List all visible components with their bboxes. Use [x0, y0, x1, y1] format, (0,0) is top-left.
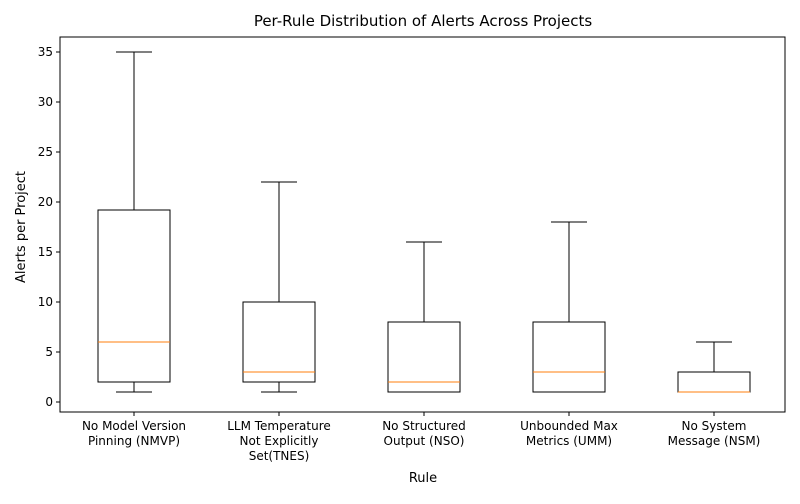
y-tick-label: 20	[38, 195, 53, 209]
axes-layer	[59, 36, 786, 413]
plot-frame	[59, 36, 786, 413]
box-group	[97, 51, 171, 393]
iqr-box	[677, 371, 751, 393]
x-tick-label: LLM Temperature Not Explicitly Set(TNES)	[227, 419, 331, 463]
x-tick-label: No Model Version Pinning (NMVP)	[82, 419, 186, 448]
x-axis-label: Rule	[409, 471, 437, 486]
x-tick-label: Unbounded Max Metrics (UMM)	[520, 419, 618, 448]
x-tick-label: No Structured Output (NSO)	[382, 419, 466, 448]
y-tick-label: 30	[38, 95, 53, 109]
y-axis-label: Alerts per Project	[14, 171, 29, 283]
iqr-box	[387, 321, 461, 393]
iqr-box	[97, 209, 171, 383]
y-tick-label: 25	[38, 145, 53, 159]
y-tick-label: 10	[38, 295, 53, 309]
iqr-box	[532, 321, 606, 393]
box-group	[677, 341, 751, 393]
iqr-box	[242, 301, 316, 383]
x-tick-labels: No Model Version Pinning (NMVP) LLM Temper…	[82, 412, 760, 463]
y-tick-label: 35	[38, 45, 53, 59]
x-tick-label: No System Message (NSM)	[668, 419, 761, 448]
y-tick-labels: 0 5 10 15 20 25 30 35	[38, 45, 60, 409]
y-tick-label: 5	[45, 345, 53, 359]
boxes-layer	[97, 51, 751, 393]
box-group	[532, 221, 606, 393]
y-tick-label: 0	[45, 395, 53, 409]
chart-title: Per-Rule Distribution of Alerts Across P…	[254, 12, 593, 30]
box-group	[387, 241, 461, 393]
y-tick-label: 15	[38, 245, 53, 259]
box-group	[242, 181, 316, 393]
